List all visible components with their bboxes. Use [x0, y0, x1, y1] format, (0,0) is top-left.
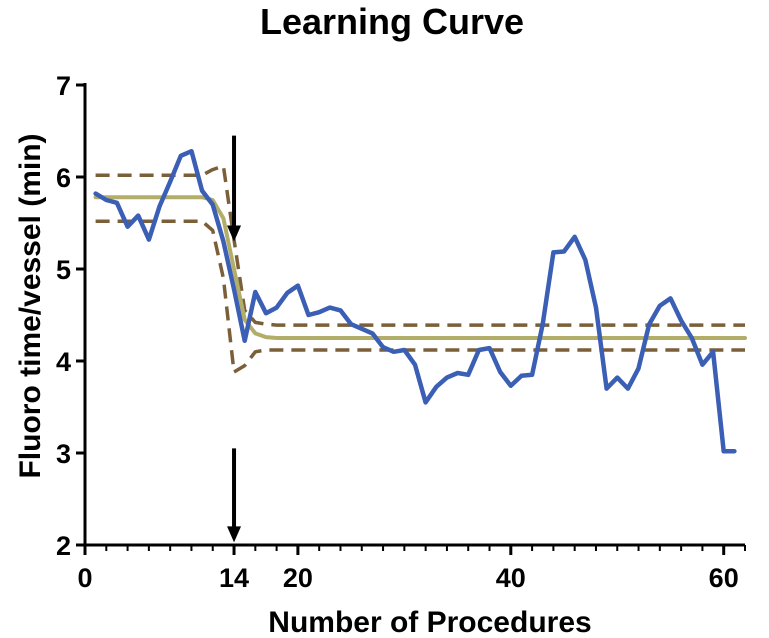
- lower-arrow-head: [227, 526, 242, 543]
- x-axis-label: Number of Procedures: [268, 606, 591, 638]
- y-axis-label: Fluoro time/vessel (min): [14, 133, 47, 478]
- x-tick-label: 14: [219, 563, 249, 593]
- lower-band-line: [95, 219, 745, 374]
- y-tick-label: 2: [56, 531, 71, 561]
- y-tick-label: 3: [56, 439, 71, 469]
- fit-line: [93, 195, 747, 340]
- chart-title: Learning Curve: [260, 1, 524, 42]
- x-tick-label: 0: [77, 563, 92, 593]
- y-tick-label: 4: [56, 347, 71, 377]
- upper-band-line: [95, 164, 745, 327]
- x-tick-label: 60: [709, 563, 739, 593]
- y-tick-label: 5: [56, 255, 71, 285]
- x-tick-label: 40: [496, 563, 526, 593]
- y-tick-label: 6: [56, 163, 71, 193]
- upper-arrow-head: [227, 225, 242, 242]
- y-tick-label: 7: [56, 71, 71, 101]
- x-tick-label: 20: [283, 563, 313, 593]
- plot-area: [93, 135, 747, 543]
- axes: 2 3 4 5 6 7 0 14 20 40 60: [56, 71, 746, 593]
- observed-line: [93, 148, 737, 454]
